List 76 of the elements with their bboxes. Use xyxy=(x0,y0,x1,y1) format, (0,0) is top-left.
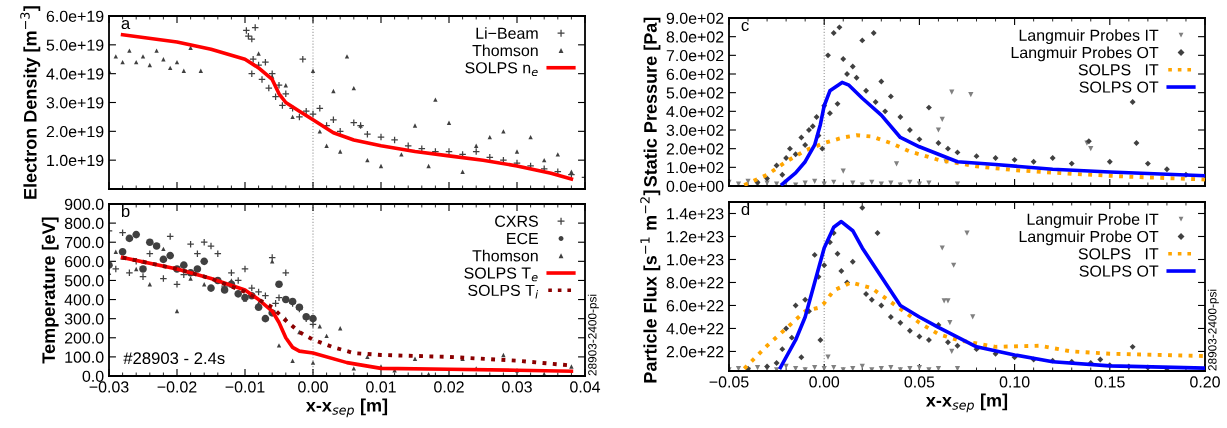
legend-label: Langmuir Probe OT xyxy=(1019,230,1159,246)
y-axis-title: Temperature [eV] xyxy=(41,217,59,364)
x-tick-label: 0.20 xyxy=(1190,376,1220,388)
legend-label: Thomson xyxy=(472,44,538,57)
legend-label: CXRS xyxy=(495,215,538,227)
legend-label: Langmuir Probes IT xyxy=(1019,29,1159,45)
y-tick-label: 600.0 xyxy=(64,255,104,268)
x-axis-title: x-x$_{sep}$ [m] xyxy=(305,398,388,418)
x-tick-label: −0.03 xyxy=(89,381,129,393)
x-tick-label: 0.00 xyxy=(298,381,328,393)
legend-label: SOLPS n$_{e}$ xyxy=(465,62,538,77)
y-tick-label: 800.0 xyxy=(64,217,104,230)
y-tick-label: 1.0e+02 xyxy=(667,161,724,174)
y-tick-label: 400.0 xyxy=(64,294,104,306)
legend-label: SOLPS OT xyxy=(1079,265,1159,277)
x-tick-label: 0.03 xyxy=(502,381,532,393)
legend-label: ECE xyxy=(507,232,538,245)
legend-label: Li−Beam xyxy=(476,27,538,39)
x-tick-label: 0.00 xyxy=(809,376,840,388)
legend-label: SOLPS IT xyxy=(1078,64,1159,76)
y-tick-label: 1.2e+23 xyxy=(667,231,724,243)
y-tick-label: 4.0e+22 xyxy=(666,323,724,335)
y-tick-label: 4.0e+19 xyxy=(46,68,104,80)
y-tick-label: 700.0 xyxy=(64,236,104,249)
y-tick-label: 300.0 xyxy=(64,313,104,325)
x-tick-label: 0.15 xyxy=(1094,376,1125,388)
x-tick-label: −0.05 xyxy=(709,376,749,388)
legend-label: Langmuir Probes OT xyxy=(1011,46,1159,62)
y-tick-label: 8.0e+22 xyxy=(666,277,724,289)
y-tick-label: 7.0e+02 xyxy=(666,49,724,62)
y-tick-label: 5.0e+02 xyxy=(666,87,724,99)
annotation: #28903 - 2.4s xyxy=(123,352,225,365)
legend-label: Thomson xyxy=(472,249,538,262)
y-tick-label: 2.0e+02 xyxy=(666,143,724,155)
legend-label: SOLPS T$_{i}$ xyxy=(468,284,539,299)
legend-label: Langmuir Probe IT xyxy=(1027,213,1159,229)
y-axis-title: Particle Flux [s$^{−1}$ m$^{−2}$] xyxy=(640,190,661,383)
text: 28903-2400-psi xyxy=(587,294,599,376)
y-tick-label: 6.0e+02 xyxy=(666,68,724,80)
y-tick-label: 5.0e+19 xyxy=(46,39,104,51)
y-tick-label: 3.0e+19 xyxy=(46,97,104,109)
y-tick-label: 6.0e+19 xyxy=(46,10,104,22)
x-tick-label: −0.01 xyxy=(225,381,265,393)
x-tick-label: 0.04 xyxy=(570,381,601,393)
y-tick-label: 9.0e+02 xyxy=(666,12,724,24)
y-tick-label: 1.0e+19 xyxy=(47,154,104,167)
y-tick-label: 4.0e+02 xyxy=(666,105,724,118)
y-tick-label: 0.0e+00 xyxy=(666,180,724,192)
y-tick-label: 8.0e+02 xyxy=(666,31,724,43)
y-tick-label: 2.0e+19 xyxy=(46,125,104,138)
y-tick-label: 200.0 xyxy=(64,332,104,344)
y-tick-label: 1.0e+23 xyxy=(667,254,724,266)
y-axis-title: Electron Density [m$^{−3}$] xyxy=(20,6,41,199)
legend-label: SOLPS OT xyxy=(1079,81,1159,93)
y-axis-title: Static Pressure [Pa] xyxy=(643,17,661,187)
y-tick-label: 2.0e+22 xyxy=(666,346,724,358)
annotation: a xyxy=(121,19,131,30)
y-tick-label: 6.0e+22 xyxy=(666,300,724,312)
y-tick-label: 3.0e+02 xyxy=(666,124,724,136)
y-tick-label: 100.0 xyxy=(65,351,104,363)
annotation: d xyxy=(741,202,750,216)
x-tick-label: 0.01 xyxy=(366,381,396,393)
y-tick-label: 500.0 xyxy=(64,275,104,287)
legend-label: SOLPS T$_{e}$ xyxy=(464,267,538,282)
x-tick-label: 0.02 xyxy=(434,381,464,393)
text: 28903-2400-psi xyxy=(1207,289,1219,371)
x-tick-label: 0.10 xyxy=(999,376,1030,388)
x-tick-label: 0.05 xyxy=(904,376,935,388)
x-tick-label: −0.02 xyxy=(157,381,197,393)
annotation: b xyxy=(121,204,130,218)
y-tick-label: 1.4e+23 xyxy=(667,208,724,220)
annotation: c xyxy=(741,21,749,32)
y-tick-label: 900.0 xyxy=(64,198,104,210)
x-axis-title: x-x$_{sep}$ [m] xyxy=(925,393,1008,413)
y-tick-label: 0.0 xyxy=(82,370,104,382)
legend-label: SOLPS IT xyxy=(1078,248,1159,260)
